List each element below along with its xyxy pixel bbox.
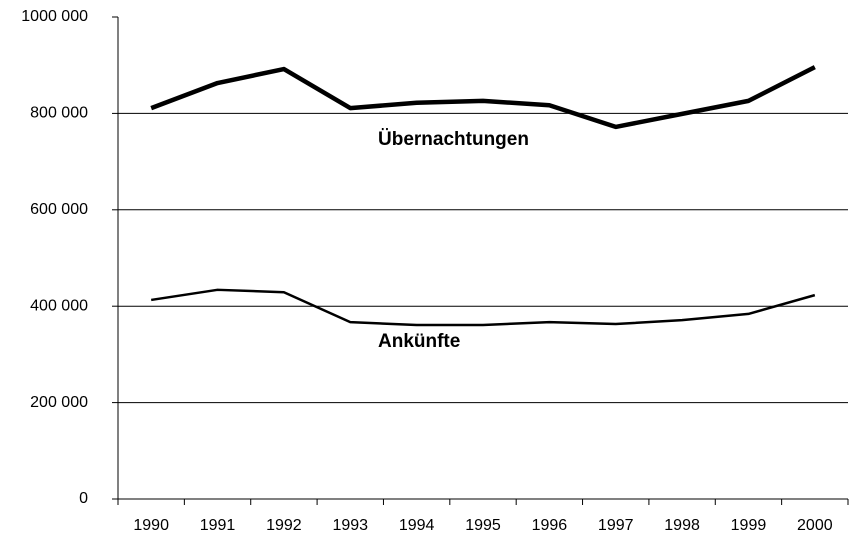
x-tick-label: 2000: [797, 517, 833, 534]
x-tick-label: 1992: [266, 517, 302, 534]
x-tick-label: 1999: [731, 517, 767, 534]
series-annotation: Ankünfte: [378, 331, 460, 352]
x-tick-label: 1995: [465, 517, 501, 534]
series-line: [150, 65, 816, 130]
y-tick-label: 0: [79, 490, 88, 507]
series-line: [150, 288, 816, 327]
series-annotation: Übernachtungen: [378, 129, 529, 150]
x-tick-label: 1993: [332, 517, 368, 534]
y-tick-label: 600 000: [30, 201, 88, 218]
x-tick-label: 1996: [532, 517, 568, 534]
x-tick-label: 1990: [133, 517, 169, 534]
y-tick-label: 400 000: [30, 297, 88, 314]
y-tick-label: 800 000: [30, 105, 88, 122]
x-tick-label: 1994: [399, 517, 435, 534]
x-tick-label: 1998: [664, 517, 700, 534]
y-tick-label: 1000 000: [21, 8, 88, 25]
x-tick-label: 1997: [598, 517, 634, 534]
x-tick-label: 1991: [200, 517, 236, 534]
y-tick-label: 200 000: [30, 394, 88, 411]
